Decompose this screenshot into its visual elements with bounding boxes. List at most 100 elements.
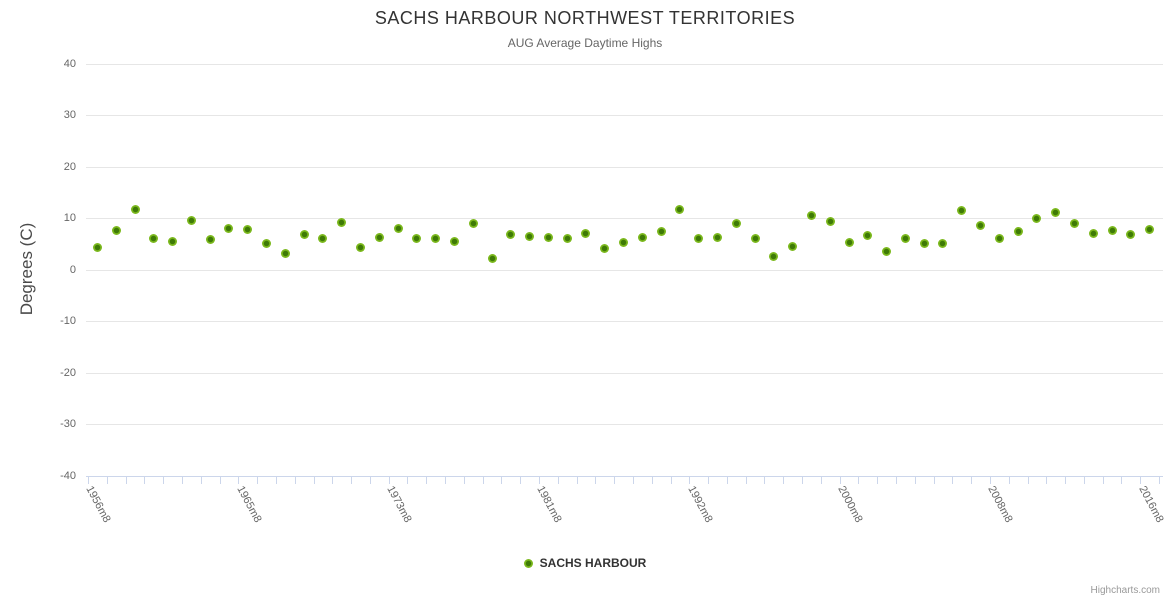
legend-label: SACHS HARBOUR bbox=[539, 556, 647, 570]
data-point[interactable] bbox=[1069, 219, 1079, 229]
data-point[interactable] bbox=[355, 242, 365, 252]
y-axis-label: 0 bbox=[69, 263, 76, 276]
data-point[interactable] bbox=[224, 224, 234, 234]
data-point[interactable] bbox=[449, 237, 459, 247]
data-point[interactable] bbox=[1013, 226, 1023, 236]
data-point[interactable] bbox=[1145, 225, 1155, 235]
data-point[interactable] bbox=[111, 226, 121, 236]
data-point[interactable] bbox=[1032, 214, 1042, 223]
x-axis-tick bbox=[1083, 476, 1085, 484]
x-axis-tick bbox=[501, 476, 503, 484]
x-axis-tick bbox=[257, 476, 259, 484]
y-axis-label: -10 bbox=[60, 315, 76, 327]
data-point[interactable] bbox=[506, 229, 516, 239]
x-axis-tick bbox=[520, 476, 522, 484]
data-point[interactable] bbox=[149, 234, 159, 244]
data-point[interactable] bbox=[487, 253, 497, 263]
data-point[interactable] bbox=[656, 226, 666, 236]
data-point[interactable] bbox=[337, 218, 347, 228]
x-axis-tick bbox=[332, 476, 334, 484]
data-point[interactable] bbox=[243, 225, 253, 235]
data-point[interactable] bbox=[731, 219, 741, 229]
data-point[interactable] bbox=[412, 234, 422, 244]
x-axis-tick bbox=[895, 476, 897, 484]
data-point[interactable] bbox=[750, 233, 760, 243]
data-point[interactable] bbox=[788, 241, 798, 251]
data-point[interactable] bbox=[938, 239, 948, 249]
data-point[interactable] bbox=[299, 229, 309, 239]
highcharts-credit-link[interactable]: Highcharts.com bbox=[1090, 585, 1160, 596]
data-point[interactable] bbox=[900, 234, 910, 244]
x-axis-tick bbox=[1008, 476, 1010, 484]
x-axis-tick bbox=[1046, 476, 1048, 484]
data-point[interactable] bbox=[1088, 228, 1098, 238]
data-point[interactable] bbox=[393, 224, 403, 234]
x-axis-line bbox=[86, 475, 1163, 477]
x-axis-tick bbox=[914, 476, 916, 484]
y-axis-label: 20 bbox=[63, 160, 76, 173]
x-axis-tick bbox=[726, 476, 728, 484]
data-point[interactable] bbox=[919, 239, 929, 249]
data-point[interactable] bbox=[844, 238, 854, 248]
x-axis-tick bbox=[275, 476, 277, 484]
y-gridline bbox=[86, 218, 1163, 219]
x-axis-tick bbox=[783, 476, 785, 484]
data-point[interactable] bbox=[769, 252, 779, 262]
data-point[interactable] bbox=[825, 216, 835, 226]
data-point[interactable] bbox=[468, 219, 478, 229]
x-axis-tick bbox=[1102, 476, 1104, 484]
legend-item[interactable]: SACHS HARBOUR bbox=[523, 556, 647, 570]
data-point[interactable] bbox=[525, 231, 535, 241]
x-axis-tick bbox=[989, 476, 991, 484]
x-axis-tick bbox=[482, 476, 484, 484]
x-axis-tick bbox=[200, 476, 202, 484]
data-point[interactable] bbox=[994, 234, 1004, 244]
data-point[interactable] bbox=[1051, 207, 1061, 217]
data-point[interactable] bbox=[581, 228, 591, 238]
x-axis-label: 1973m8 bbox=[384, 483, 414, 525]
data-point[interactable] bbox=[92, 243, 102, 253]
y-gridline bbox=[86, 115, 1163, 116]
data-point[interactable] bbox=[863, 231, 873, 240]
x-axis-tick bbox=[463, 476, 465, 484]
data-point[interactable] bbox=[1107, 225, 1117, 235]
y-axis-label: 40 bbox=[63, 57, 76, 70]
y-axis-label: -40 bbox=[60, 469, 76, 482]
data-point[interactable] bbox=[186, 216, 196, 226]
data-point[interactable] bbox=[431, 233, 441, 243]
x-axis-label: 2016m8 bbox=[1135, 483, 1166, 525]
x-axis-tick bbox=[369, 476, 371, 484]
x-axis-tick bbox=[1065, 476, 1067, 484]
x-axis-tick bbox=[313, 476, 315, 484]
data-point[interactable] bbox=[619, 238, 628, 248]
y-gridline bbox=[86, 166, 1163, 168]
data-point[interactable] bbox=[637, 232, 647, 242]
data-point[interactable] bbox=[318, 233, 328, 243]
data-point[interactable] bbox=[712, 232, 722, 242]
data-point[interactable] bbox=[280, 249, 290, 258]
data-point[interactable] bbox=[694, 233, 704, 243]
data-point[interactable] bbox=[543, 232, 553, 242]
data-point[interactable] bbox=[976, 221, 985, 231]
data-point[interactable] bbox=[562, 233, 572, 243]
data-point[interactable] bbox=[262, 239, 271, 249]
data-point[interactable] bbox=[882, 247, 892, 256]
x-axis-tick bbox=[125, 476, 127, 484]
y-gridline bbox=[86, 63, 1163, 65]
y-axis-label: 30 bbox=[63, 109, 76, 121]
data-point[interactable] bbox=[374, 232, 384, 242]
x-axis-tick bbox=[1140, 476, 1142, 484]
data-point[interactable] bbox=[806, 210, 816, 220]
data-point[interactable] bbox=[957, 206, 967, 216]
chart-subtitle: AUG Average Daytime Highs bbox=[507, 36, 663, 50]
y-axis-label: -30 bbox=[60, 418, 76, 430]
data-point[interactable] bbox=[675, 204, 685, 214]
data-point[interactable] bbox=[205, 235, 215, 245]
data-point[interactable] bbox=[1126, 229, 1136, 239]
data-point[interactable] bbox=[168, 237, 178, 247]
data-point[interactable] bbox=[600, 244, 610, 254]
x-axis-tick bbox=[933, 476, 935, 484]
x-axis-tick bbox=[952, 476, 954, 484]
y-axis-label: -20 bbox=[60, 366, 76, 379]
data-point[interactable] bbox=[130, 204, 140, 214]
